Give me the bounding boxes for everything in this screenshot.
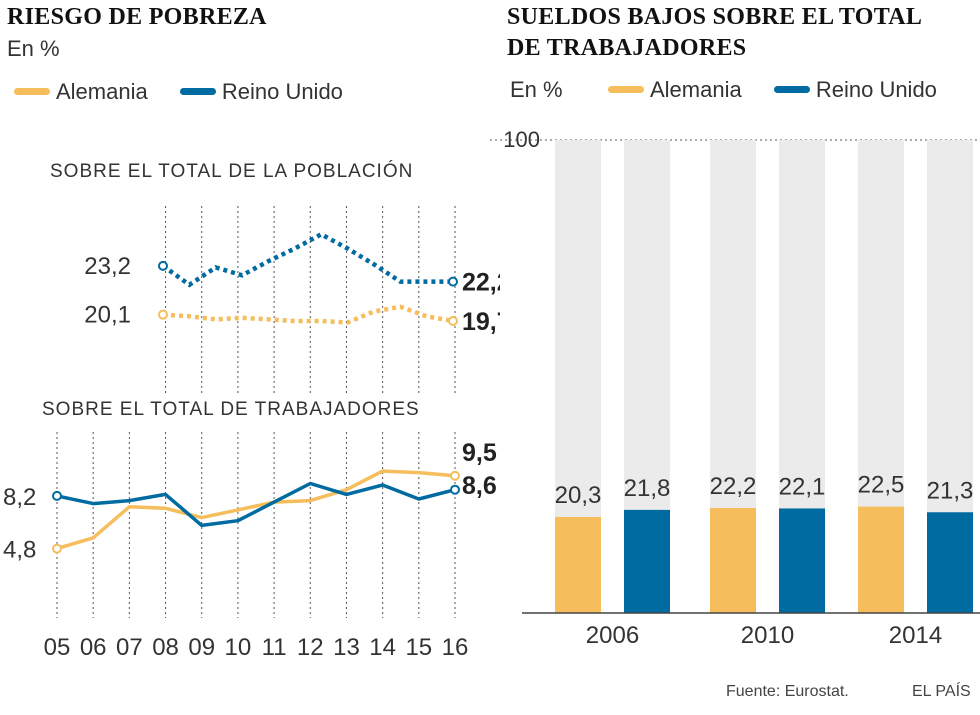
population-subtitle: SOBRE EL TOTAL DE LA POBLACIÓN: [50, 161, 414, 182]
legend-swatch-uk: [773, 85, 810, 93]
x-tick-label: 08: [152, 634, 179, 661]
endpoint-marker-germany: [52, 543, 62, 554]
end-value-label-uk: 8,6: [462, 472, 497, 500]
x-tick-label: 11: [262, 634, 287, 661]
endpoint-marker-germany: [448, 315, 458, 326]
start-value-label-germany: 4,8: [3, 537, 36, 564]
x-tick-label: 12: [297, 634, 324, 661]
left-chart-title: RIESGO DE POBREZA: [7, 4, 267, 30]
endpoint-marker-uk: [158, 260, 168, 271]
x-tick-label: 05: [44, 634, 71, 661]
end-value-label-germany: 9,5: [462, 439, 497, 467]
x-tick-label: 14: [369, 634, 396, 661]
right-chart-title-line2: DE TRABAJADORES: [507, 35, 747, 61]
legend-label-germany: Alemania: [650, 77, 742, 102]
bar-uk: [927, 512, 973, 613]
bar-uk: [624, 509, 670, 613]
legend-swatch-uk: [179, 87, 216, 95]
legend-label-uk: Reino Unido: [815, 77, 937, 102]
start-value-label-uk: 23,2: [84, 253, 131, 280]
series-line-germany: [56, 469, 456, 551]
bar-value-label-uk: 22,1: [779, 473, 826, 500]
right-unit-label: En %: [510, 77, 563, 102]
end-value-label-uk: 22,2: [462, 269, 500, 297]
bar-value-label-germany: 20,3: [555, 482, 602, 509]
source-note: Fuente: Eurostat.: [726, 683, 849, 700]
endpoint-marker-uk: [450, 484, 460, 495]
x-tick-label: 10: [225, 634, 252, 661]
legend-label-germany: Alemania: [56, 79, 148, 104]
x-category-label: 2010: [741, 622, 794, 649]
workers-subtitle: SOBRE EL TOTAL DE TRABAJADORES: [42, 399, 420, 420]
endpoint-marker-uk: [52, 490, 62, 501]
x-tick-label: 06: [80, 634, 107, 661]
endpoint-marker-germany: [158, 309, 168, 320]
endpoint-marker-uk: [448, 276, 458, 287]
line-charts-svg: 05 06 07 08 09 10 11 12 13 14 15 16 20,1 19,7 23,2 22,2…: [3, 206, 500, 661]
x-tick-label: 15: [405, 634, 432, 661]
x-tick-label: 13: [333, 634, 360, 661]
series-line-germany: [162, 304, 454, 325]
bar-germany: [710, 507, 756, 613]
x-category-label: 2006: [586, 622, 639, 649]
left-unit-label: En %: [7, 36, 60, 61]
end-value-label-germany: 19,7: [462, 308, 500, 336]
legend-swatch-germany: [608, 85, 644, 93]
legend-swatch-germany: [14, 87, 50, 95]
start-value-label-uk: 8,2: [3, 484, 36, 511]
right-legend: Alemania Reino Unido: [608, 77, 937, 103]
start-value-label-germany: 20,1: [84, 302, 131, 329]
x-category-label: 2014: [889, 622, 942, 649]
right-chart-title-line1: SUELDOS BAJOS SOBRE EL TOTAL: [507, 4, 923, 30]
x-tick-label: 09: [188, 634, 215, 661]
bar-value-label-uk: 21,8: [624, 475, 671, 502]
series-line-uk: [56, 481, 456, 528]
x-tick-label: 16: [442, 634, 469, 661]
endpoint-marker-germany: [450, 470, 460, 481]
series-line-uk: [161, 231, 453, 288]
bar-germany: [555, 516, 601, 613]
bar-value-label-germany: 22,5: [858, 472, 905, 499]
legend-label-uk: Reino Unido: [221, 79, 343, 104]
left-legend: Alemania Reino Unido: [14, 79, 343, 105]
bar-uk: [779, 508, 825, 613]
bar-value-label-germany: 22,2: [710, 473, 757, 500]
x-tick-label: 07: [116, 634, 143, 661]
bar-germany: [858, 506, 904, 613]
brand-logo: EL PAÍS: [912, 683, 971, 700]
bar-value-label-uk: 21,3: [927, 477, 974, 504]
